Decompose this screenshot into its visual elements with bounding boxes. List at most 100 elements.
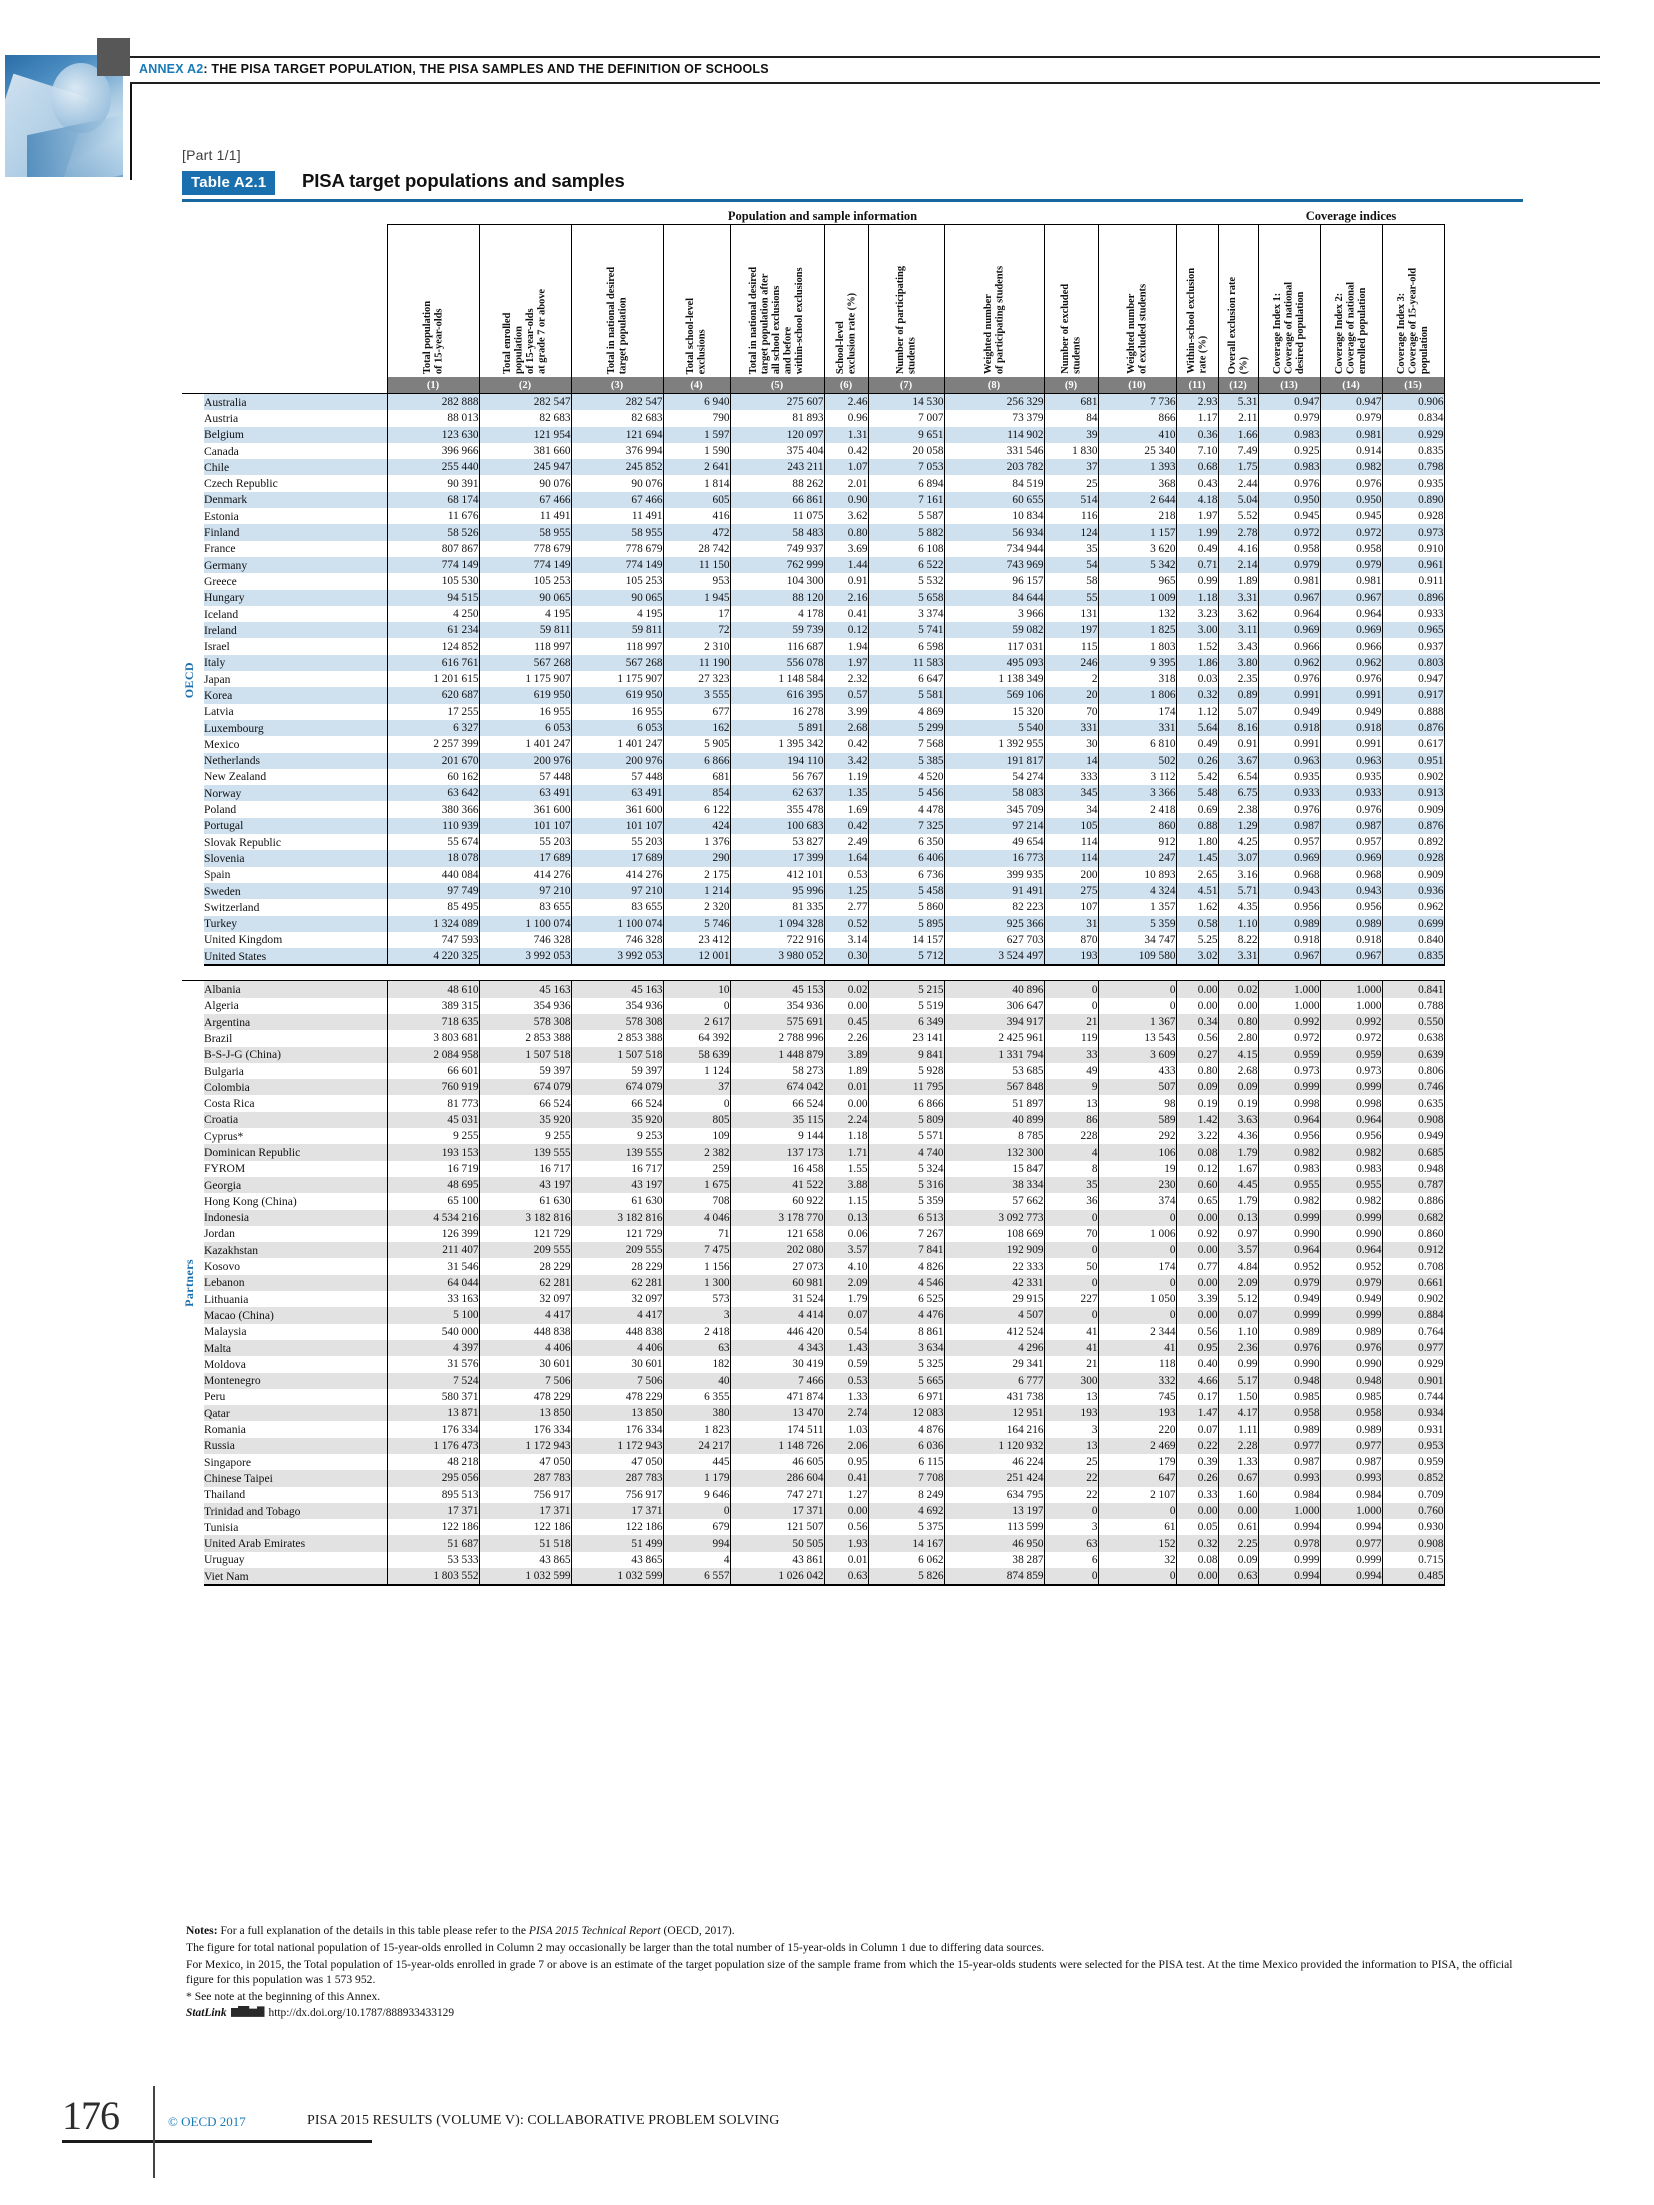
data-cell-col9: 116	[1043, 508, 1099, 525]
data-cell-col9: 124	[1043, 524, 1099, 541]
data-cell-col6: 3.14	[823, 931, 869, 949]
data-cell-col15: 0.715	[1381, 1551, 1445, 1569]
data-cell-col4: 7 475	[662, 1242, 731, 1259]
data-cell-col13: 0.964	[1257, 1242, 1321, 1259]
data-cell-col13: 1.000	[1257, 1502, 1321, 1520]
data-cell-col11: 1.80	[1175, 834, 1219, 851]
data-cell-col11: 0.17	[1175, 1388, 1219, 1406]
column-header-label: Number of excluded students	[1059, 284, 1082, 374]
data-cell-col7: 5 325	[867, 1356, 945, 1373]
data-cell-col12: 1.50	[1217, 1388, 1259, 1406]
data-cell-col1: 211 407	[386, 1242, 480, 1259]
country-name-cell: Netherlands	[204, 752, 388, 769]
data-cell-col7: 5 809	[867, 1111, 945, 1129]
country-name-cell: Greece	[204, 573, 388, 590]
column-header-label: Coverage Index 1: Coverage of national d…	[1271, 281, 1306, 374]
data-cell-col3: 30 601	[570, 1356, 664, 1373]
data-cell-col3: 9 253	[570, 1128, 664, 1145]
data-cell-col12: 2.14	[1217, 556, 1259, 574]
column-number-10: (10)	[1097, 377, 1177, 394]
data-cell-col14: 0.967	[1319, 589, 1383, 606]
data-cell-col11: 1.86	[1175, 654, 1219, 672]
data-cell-col12: 0.09	[1217, 1551, 1259, 1569]
data-cell-col3: 209 555	[570, 1242, 664, 1259]
data-cell-col4: 182	[662, 1356, 731, 1373]
data-cell-col12: 0.13	[1217, 1209, 1259, 1226]
data-cell-col10: 292	[1097, 1128, 1177, 1145]
data-cell-col1: 58 526	[386, 524, 480, 541]
data-cell-col2: 4 406	[478, 1339, 572, 1357]
data-cell-col4: 472	[662, 524, 731, 541]
data-cell-col6: 1.97	[823, 654, 869, 672]
data-cell-col6: 0.42	[823, 817, 869, 835]
country-name-cell: Cyprus*	[204, 1128, 388, 1145]
corner-cell	[182, 202, 204, 225]
data-cell-col15: 0.876	[1381, 817, 1445, 835]
data-cell-col7: 20 058	[867, 442, 945, 460]
data-cell-col14: 0.969	[1319, 850, 1383, 867]
data-cell-col2: 16 717	[478, 1160, 572, 1177]
data-cell-col8: 29 915	[943, 1291, 1045, 1308]
data-cell-col11: 0.09	[1175, 1079, 1219, 1096]
data-cell-col6: 2.01	[823, 475, 869, 492]
data-cell-col12: 0.91	[1217, 736, 1259, 753]
table-row: Trinidad and Tobago 17 371 17 371 17 371 0 17…	[182, 1502, 1445, 1520]
data-cell-col9: 107	[1043, 899, 1099, 916]
data-cell-col13: 0.972	[1257, 1030, 1321, 1047]
data-cell-col2: 756 917	[478, 1486, 572, 1503]
data-cell-col9: 25	[1043, 475, 1099, 492]
data-cell-col13: 0.977	[1257, 1437, 1321, 1454]
data-cell-col8: 4 507	[943, 1307, 1045, 1324]
data-cell-col10: 0	[1097, 1274, 1177, 1292]
data-cell-col10: 1 357	[1097, 899, 1177, 916]
data-cell-col9: 13	[1043, 1437, 1099, 1454]
data-cell-col2: 9 255	[478, 1128, 572, 1145]
data-cell-col12: 5.12	[1217, 1291, 1259, 1308]
data-cell-col13: 0.918	[1257, 931, 1321, 949]
data-cell-col15: 0.699	[1381, 915, 1445, 932]
data-cell-col1: 123 630	[386, 426, 480, 443]
data-cell-col9: 13	[1043, 1388, 1099, 1406]
data-cell-col10: 1 157	[1097, 524, 1177, 541]
data-cell-col12: 0.09	[1217, 1079, 1259, 1096]
data-cell-col2: 3 182 816	[478, 1209, 572, 1226]
data-cell-col6: 2.32	[823, 671, 869, 688]
data-cell-col10: 98	[1097, 1095, 1177, 1112]
side-label-partners: Partners	[182, 980, 204, 1586]
data-cell-col3: 200 976	[570, 752, 664, 769]
data-cell-col15: 0.661	[1381, 1274, 1445, 1292]
data-cell-col14: 0.962	[1319, 654, 1383, 672]
data-cell-col9: 331	[1043, 719, 1099, 737]
data-cell-col6: 0.45	[823, 1013, 869, 1031]
data-cell-col14: 0.989	[1319, 1421, 1383, 1438]
data-cell-col2: 63 491	[478, 785, 572, 802]
data-cell-col6: 3.89	[823, 1046, 869, 1063]
data-cell-col3: 7 506	[570, 1372, 664, 1389]
country-name-cell: Malaysia	[204, 1323, 388, 1340]
data-cell-col4: 71	[662, 1225, 731, 1243]
data-cell-col5: 45 153	[729, 980, 825, 998]
data-cell-col11: 1.18	[1175, 589, 1219, 606]
data-cell-col3: 1 175 907	[570, 671, 664, 688]
data-cell-col11: 0.12	[1175, 1160, 1219, 1177]
data-cell-col15: 0.931	[1381, 1421, 1445, 1438]
country-name-cell: United Kingdom	[204, 931, 388, 949]
data-cell-col10: 109 580	[1097, 948, 1177, 967]
data-cell-col9: 131	[1043, 605, 1099, 623]
data-cell-col7: 5 375	[867, 1519, 945, 1536]
data-cell-col5: 31 524	[729, 1291, 825, 1308]
statlink-url[interactable]: http://dx.doi.org/10.1787/888933433129	[268, 2006, 455, 2019]
table-row: Montenegro 7 524 7 506 7 506 40 7 466 0.53 5 66…	[182, 1372, 1445, 1389]
table-row: France 807 867 778 679 778 679 28 742 749 937…	[182, 540, 1445, 557]
country-name-cell: Canada	[204, 442, 388, 460]
data-cell-col1: 48 218	[386, 1454, 480, 1471]
data-cell-col13: 1.000	[1257, 980, 1321, 998]
data-cell-col2: 287 783	[478, 1470, 572, 1487]
data-cell-col15: 0.936	[1381, 882, 1445, 900]
data-cell-col10: 0	[1097, 1307, 1177, 1324]
data-cell-col4: 2 418	[662, 1323, 731, 1340]
data-cell-col9: 114	[1043, 850, 1099, 867]
data-cell-col15: 0.928	[1381, 508, 1445, 525]
data-cell-col10: 1 367	[1097, 1013, 1177, 1031]
data-cell-col13: 0.979	[1257, 556, 1321, 574]
